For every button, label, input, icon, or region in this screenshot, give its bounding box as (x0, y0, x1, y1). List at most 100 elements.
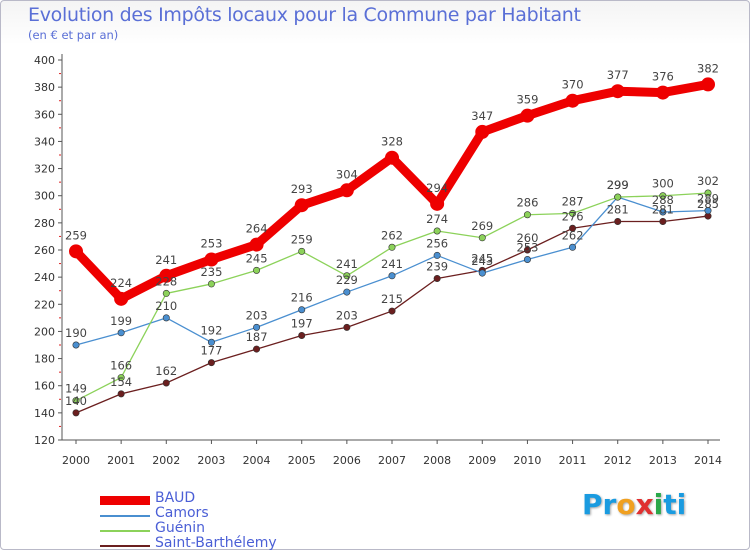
data-label-baud: 294 (426, 181, 448, 195)
y-tick-label: 180 (34, 353, 55, 366)
data-label-baud: 370 (562, 78, 584, 92)
legend-label-camors: Camors (155, 505, 209, 521)
legend-swatch-camors (100, 515, 150, 517)
data-label-saint-barth-lemy: 187 (246, 330, 268, 344)
data-label-camors: 210 (155, 299, 177, 313)
data-label-baud: 224 (110, 276, 132, 290)
data-label-gu-nin: 149 (65, 382, 87, 396)
data-label-gu-nin: 287 (562, 194, 584, 208)
data-point-gu-nin (659, 192, 667, 200)
data-point-baud (430, 196, 445, 211)
data-label-baud: 241 (155, 253, 177, 267)
data-point-camors (478, 269, 486, 277)
data-point-gu-nin (253, 266, 261, 274)
data-label-saint-barth-lemy: 215 (381, 292, 403, 306)
data-point-saint-barth-lemy (117, 390, 125, 398)
x-tick-label: 2004 (243, 454, 271, 467)
data-label-saint-barth-lemy: 281 (607, 203, 629, 217)
data-point-baud (655, 85, 670, 100)
data-label-camors: 203 (246, 308, 268, 322)
data-label-baud: 253 (200, 237, 222, 251)
data-point-gu-nin (569, 209, 577, 217)
data-label-camors: 262 (562, 228, 584, 242)
data-point-gu-nin (614, 193, 622, 201)
data-label-gu-nin: 241 (336, 257, 358, 271)
y-tick-label: 140 (34, 407, 55, 420)
data-point-baud (294, 198, 309, 213)
data-point-saint-barth-lemy (388, 307, 396, 315)
data-label-baud: 377 (607, 68, 629, 82)
x-tick-label: 2009 (468, 454, 496, 467)
data-point-baud (610, 84, 625, 99)
x-tick-label: 2007 (378, 454, 406, 467)
data-label-saint-barth-lemy: 154 (110, 375, 132, 389)
data-point-camors (569, 243, 577, 251)
y-tick-label: 300 (34, 190, 55, 203)
y-tick-label: 340 (34, 135, 55, 148)
data-label-baud: 259 (65, 228, 87, 242)
data-point-gu-nin (207, 280, 215, 288)
data-label-gu-nin: 269 (471, 219, 493, 233)
data-point-saint-barth-lemy (523, 246, 531, 254)
x-tick-label: 2013 (649, 454, 677, 467)
chart-subtitle: (en € et par an) (28, 28, 119, 42)
data-point-camors (162, 314, 170, 322)
logo-letter: P (582, 488, 603, 521)
data-point-baud (159, 268, 174, 283)
data-label-gu-nin: 274 (426, 212, 448, 226)
data-point-saint-barth-lemy (343, 323, 351, 331)
data-point-saint-barth-lemy (253, 345, 261, 353)
data-point-baud (520, 108, 535, 123)
data-point-gu-nin (162, 289, 170, 297)
y-tick-label: 220 (34, 298, 55, 311)
y-tick-label: 200 (34, 325, 55, 338)
data-point-baud (701, 77, 715, 92)
y-tick-label: 240 (34, 271, 55, 284)
data-label-camors: 253 (516, 241, 538, 255)
proxiti-logo: Proxiti (582, 488, 686, 521)
data-label-camors: 289 (697, 192, 719, 206)
data-label-gu-nin: 166 (110, 359, 132, 373)
data-label-saint-barth-lemy: 177 (200, 344, 222, 358)
y-tick-label: 160 (34, 380, 55, 393)
legend-label-baud: BAUD (155, 490, 196, 506)
data-point-saint-barth-lemy (614, 218, 622, 226)
data-label-saint-barth-lemy: 140 (65, 394, 87, 408)
data-point-saint-barth-lemy (298, 331, 306, 339)
logo-letter: r (602, 488, 617, 521)
data-point-saint-barth-lemy (659, 218, 667, 226)
data-label-camors: 216 (291, 291, 313, 305)
data-point-camors (343, 288, 351, 296)
x-tick-label: 2000 (62, 454, 90, 467)
data-point-baud (385, 150, 399, 165)
data-label-baud: 347 (471, 109, 493, 123)
data-point-gu-nin (117, 374, 125, 382)
data-point-saint-barth-lemy (569, 224, 577, 232)
y-tick-label: 360 (34, 108, 55, 121)
x-tick-label: 2014 (694, 454, 722, 467)
data-point-gu-nin (298, 247, 306, 255)
data-label-gu-nin: 300 (652, 177, 674, 191)
data-point-baud (69, 244, 83, 259)
y-tick-label: 400 (34, 54, 55, 67)
data-label-saint-barth-lemy: 260 (516, 231, 538, 245)
data-label-saint-barth-lemy: 162 (155, 364, 177, 378)
data-point-saint-barth-lemy (207, 359, 215, 367)
data-label-saint-barth-lemy: 197 (291, 317, 313, 331)
data-label-gu-nin: 302 (697, 174, 719, 188)
data-label-camors: 241 (381, 257, 403, 271)
data-point-gu-nin (433, 227, 441, 235)
data-point-gu-nin (72, 397, 80, 405)
data-label-saint-barth-lemy: 203 (336, 308, 358, 322)
data-label-baud: 264 (246, 222, 268, 236)
data-point-baud (204, 252, 219, 267)
data-point-saint-barth-lemy (72, 409, 80, 417)
data-label-saint-barth-lemy: 245 (471, 251, 493, 265)
data-point-camors (704, 207, 712, 215)
data-point-baud (249, 237, 264, 252)
data-point-gu-nin (478, 234, 486, 242)
data-point-camors (72, 341, 80, 349)
data-point-camors (523, 255, 531, 263)
